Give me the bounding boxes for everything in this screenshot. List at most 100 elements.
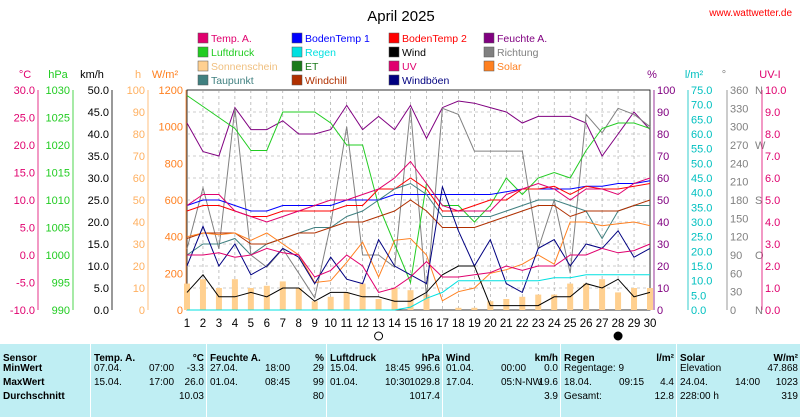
- table-row: 3.9: [443, 390, 561, 404]
- cell: 07.04.: [94, 363, 122, 374]
- cell: 1029.8: [409, 377, 440, 388]
- table-row: 15.04. 18:45 996.6: [327, 362, 443, 376]
- sunshine-bar: [519, 296, 526, 310]
- tick-label: -10.0: [10, 305, 35, 317]
- tick-label: 20.0: [14, 140, 35, 152]
- series-line: [186, 95, 651, 285]
- sunshine-bar: [375, 299, 382, 310]
- table-column: Luftdruck hPa 15.04. 18:45 996.6 01.04. 10:30 1…: [326, 344, 443, 417]
- tick-label: 10.0: [765, 85, 786, 97]
- cell: -3.3: [186, 363, 204, 374]
- sunshine-bar: [343, 292, 350, 310]
- x-tick-label: 9: [312, 318, 318, 330]
- tick-label: 0: [730, 305, 736, 317]
- legend-label: ET: [305, 61, 319, 73]
- tick-label: 5.0: [691, 290, 706, 302]
- legend-label: BodenTemp 2: [402, 33, 467, 45]
- table-row: 80: [207, 390, 327, 404]
- cell: 1017.4: [409, 391, 440, 402]
- cell: 18:45: [385, 363, 411, 374]
- x-tick-label: 22: [516, 318, 529, 330]
- legend-label: Wind: [402, 47, 426, 59]
- tick-label: 80: [133, 129, 145, 141]
- legend-swatch: [291, 74, 303, 86]
- column-unit: l/m²: [656, 353, 674, 364]
- sunshine-bar: [423, 294, 430, 310]
- legend-label: BodenTemp 1: [305, 33, 370, 45]
- tick-label: 1025: [46, 113, 70, 125]
- x-tick-label: 30: [644, 318, 657, 330]
- table-row: MaxWert: [0, 376, 90, 390]
- tick-label: 10: [657, 283, 669, 295]
- axis-unit: km/h: [80, 69, 104, 81]
- x-tick-label: 29: [628, 318, 641, 330]
- series-line: [187, 243, 651, 293]
- tick-label: 45.0: [691, 173, 712, 185]
- table-column: Temp. A. °C 07.04. 07:00 -3.3 15.04. 17:00 26.0…: [90, 344, 207, 417]
- tick-label: 50: [657, 195, 669, 207]
- tick-label: 90: [133, 107, 145, 119]
- tick-label: 0: [657, 305, 663, 317]
- column-unit: %: [315, 353, 324, 364]
- tick-label: 0.0: [691, 305, 706, 317]
- tick-label: 10.0: [14, 195, 35, 207]
- tick-label: 10: [133, 283, 145, 295]
- tick-label: 70: [657, 151, 669, 163]
- legend-swatch: [197, 46, 209, 58]
- series-line: [186, 107, 651, 300]
- tick-label: 1000: [46, 250, 70, 262]
- legend-swatch: [388, 74, 400, 86]
- column-unit: hPa: [421, 353, 440, 364]
- cell: 19.6: [538, 377, 558, 388]
- column-unit: km/h: [534, 353, 558, 364]
- x-tick-label: 24: [548, 318, 561, 330]
- table-column: Solar W/m² Elevation 47.868 24.04. 14:00 1023 2…: [676, 344, 800, 417]
- tick-label: 4.0: [765, 217, 780, 229]
- cell: 18.04.: [564, 377, 592, 388]
- cell: 14:00: [735, 377, 761, 388]
- dir-label: S: [755, 195, 762, 207]
- tick-label: 55.0: [691, 144, 712, 156]
- cell: 24.04.: [680, 377, 708, 388]
- tick-label: 8.0: [765, 129, 780, 141]
- cell: 12.8: [654, 391, 674, 402]
- site-link[interactable]: www.wattwetter.de: [708, 8, 792, 19]
- tick-label: 7.0: [765, 151, 780, 163]
- sunshine-bar: [215, 288, 222, 310]
- table-row: 07.04. 07:00 -3.3: [91, 362, 207, 376]
- legend-swatch: [197, 74, 209, 86]
- tick-label: 40.0: [88, 129, 109, 141]
- axis-unit: h: [135, 69, 141, 81]
- sunshine-bar: [407, 290, 414, 310]
- cell: MaxWert: [3, 377, 45, 388]
- legend-label: UV: [402, 61, 417, 73]
- tick-label: -5.0: [16, 278, 35, 290]
- column-unit: W/m²: [773, 353, 798, 364]
- tick-label: 2.0: [765, 261, 780, 273]
- sunshine-bar: [247, 288, 254, 310]
- legend-label: Temp. A.: [211, 33, 252, 45]
- sunshine-bar: [503, 299, 510, 310]
- cell: 05:N-NW: [501, 377, 543, 388]
- tick-label: 995: [52, 278, 70, 290]
- cell: 4.4: [660, 377, 674, 388]
- column-unit: °C: [192, 353, 204, 364]
- tick-label: 0: [139, 305, 145, 317]
- dir-label: N: [755, 85, 763, 97]
- tick-label: 240: [730, 158, 748, 170]
- column-title: Sensor: [3, 353, 37, 364]
- tick-label: 1.0: [765, 283, 780, 295]
- dir-label: N: [755, 305, 763, 317]
- table-row: 27.04. 18:00 29: [207, 362, 327, 376]
- tick-label: 25.0: [691, 232, 712, 244]
- table-row: Durchschnitt: [0, 390, 90, 404]
- tick-label: 15.0: [691, 261, 712, 273]
- table-row: 15.04. 17:00 26.0: [91, 376, 207, 390]
- x-tick-label: 16: [420, 318, 433, 330]
- sunshine-bar: [295, 288, 302, 310]
- table-row: 228:00 h 319: [677, 390, 800, 404]
- table-row: 18.04. 09:15 4.4: [561, 376, 677, 390]
- series-line: [186, 160, 651, 223]
- series-line: [186, 265, 651, 307]
- tick-label: 0: [177, 305, 183, 317]
